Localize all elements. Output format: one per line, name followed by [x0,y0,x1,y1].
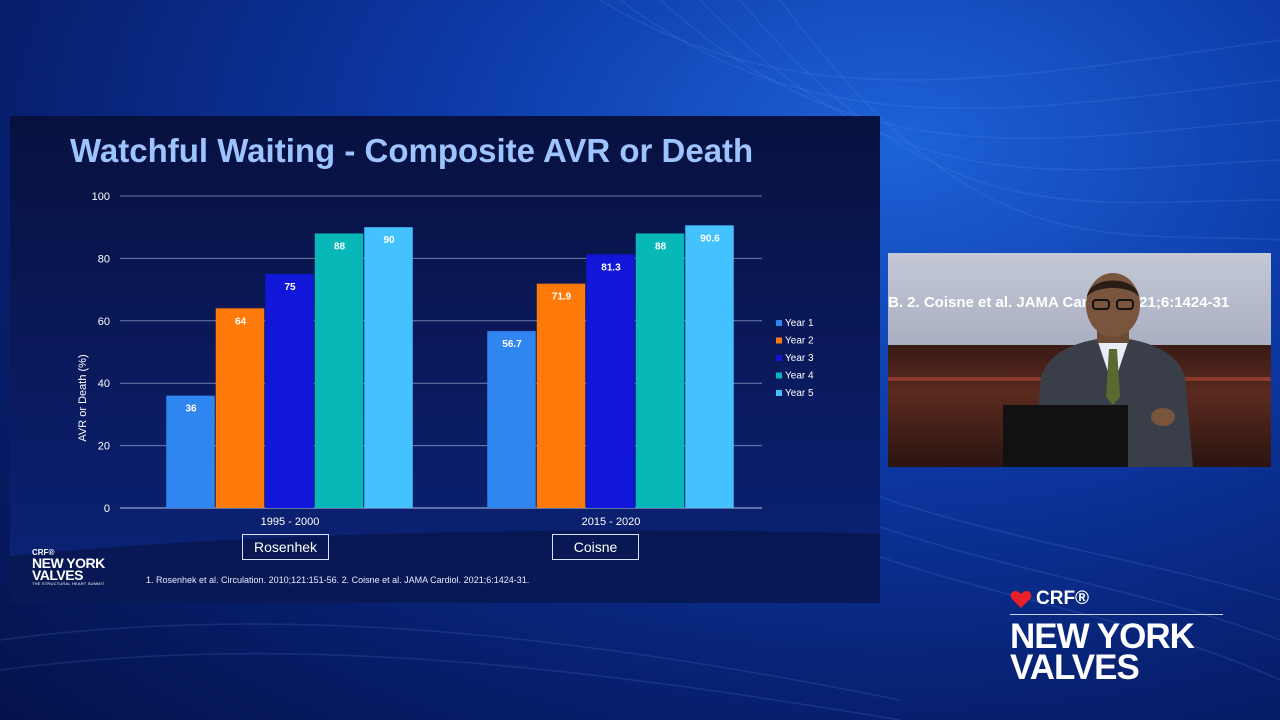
slide-logo: CRF® NEW YORK VALVES THE STRUCTURAL HEAR… [32,548,105,586]
bar-data-label: 36 [185,404,197,415]
speaker-video: B. 2. Coisne et al. JAMA Cardiol. 2021;6… [888,253,1271,467]
citation: 1. Rosenhek et al. Circulation. 2010;121… [146,575,530,585]
slide-title: Watchful Waiting - Composite AVR or Deat… [70,132,754,169]
bar-data-label: 90.6 [700,233,720,244]
bar-year-3-1 [265,274,314,508]
legend-swatch [776,337,782,344]
legend-label: Year 4 [785,371,814,382]
legend-label: Year 2 [785,336,814,347]
slide-logo-sub: THE STRUCTURAL HEART SUMMIT [32,581,105,586]
brand-line2: VALVES [1010,648,1140,687]
legend-swatch [776,390,782,396]
bar-data-label: 88 [334,241,346,252]
legend-label: Year 1 [785,318,814,329]
bar-data-label: 81.3 [601,262,621,273]
y-tick-label: 80 [98,253,110,265]
bar-year-5-1 [364,227,413,508]
bar-year-1-1 [166,395,215,508]
y-tick-label: 0 [104,503,110,515]
bar-year-1-2 [487,331,536,508]
legend-swatch [776,320,782,326]
bar-year-2-1 [215,308,265,508]
bar-chart: 36 56.7 64 71.9 75 81.3 88 88 90 90.6 0 20 40 60 80 10… [10,191,880,603]
heart-icon [1010,591,1032,608]
x-category-label: 2015 - 2020 [582,516,641,528]
y-tick-label: 40 [98,378,110,390]
stage-screen-text: B. 2. Coisne et al. JAMA Cardiol. 2021;6… [888,294,1230,311]
x-category-label: 1995 - 2000 [261,516,320,528]
presentation-slide: Watchful Waiting - Composite AVR or Deat… [10,116,880,603]
podium [1003,405,1128,467]
y-tick-label: 20 [98,441,110,453]
y-tick-label: 100 [92,191,110,203]
legend-label: Year 3 [785,353,814,364]
legend-swatch [776,355,782,361]
bar-year-4-2 [635,233,685,508]
bar-data-label: 90 [383,235,395,246]
bar-data-label: 71.9 [552,292,572,303]
y-tick-label: 60 [98,316,110,328]
legend-swatch [776,372,782,379]
bar-data-label: 75 [284,282,296,293]
slide-logo-line1: NEW YORK [32,555,105,571]
brand-divider [1010,614,1223,615]
bar-data-label: 64 [235,316,247,327]
stage-screen [888,253,1271,345]
slide-logo-crf: CRF® [32,548,55,557]
bar-data-label: 88 [655,241,667,252]
group-label-coisne: Coisne [552,534,639,560]
y-axis-label: AVR or Death (%) [77,354,89,441]
bar-year-4-1 [314,233,364,508]
bar-year-5-2 [685,225,734,508]
brand-crf: CRF® [1036,588,1090,609]
event-brand-logo: CRF® NEW YORK VALVES [1010,588,1223,687]
legend-label: Year 5 [785,388,814,399]
group-label-rosenhek: Rosenhek [242,534,329,560]
bar-year-3-2 [586,254,635,508]
slide-logo-line2: VALVES [32,567,83,583]
bar-data-label: 56.7 [502,339,522,350]
bar-year-2-2 [536,283,586,508]
brand-line1: NEW YORK [1010,617,1195,656]
